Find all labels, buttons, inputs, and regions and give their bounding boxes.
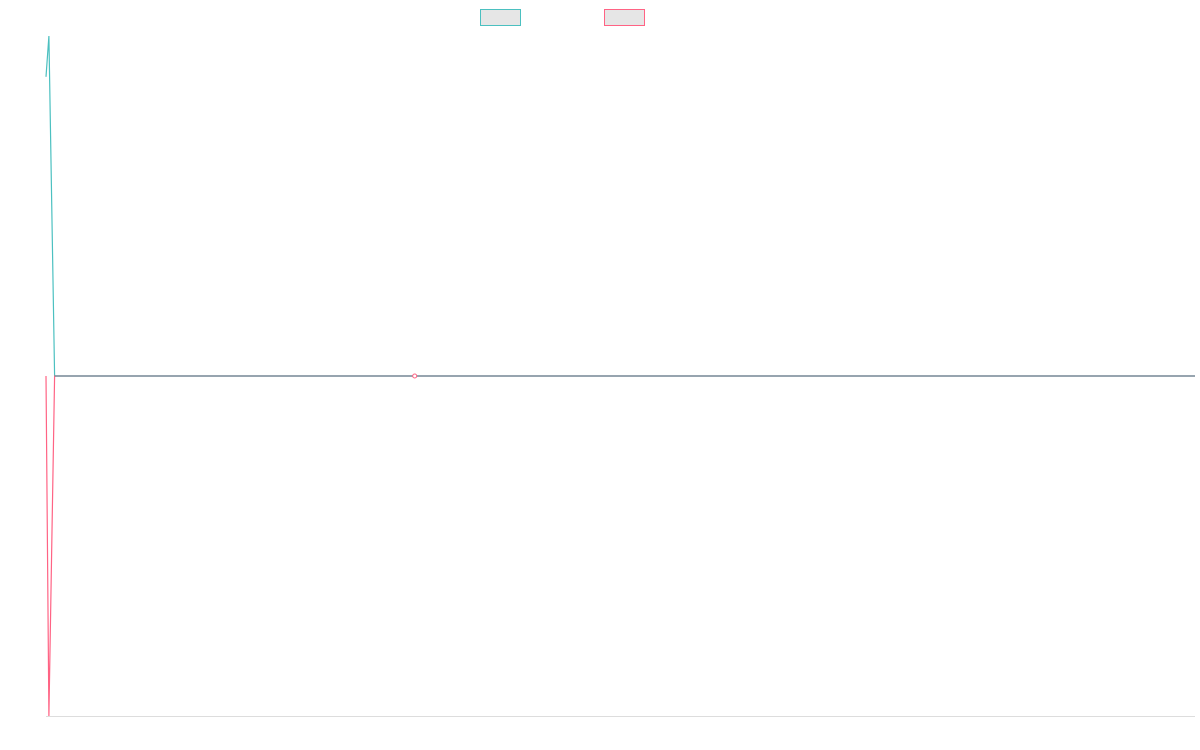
legend-swatch-series-a: [480, 9, 521, 26]
data-point-marker-0[interactable]: [412, 373, 418, 379]
marker-layer: [412, 373, 418, 379]
legend-item-series-b[interactable]: [604, 9, 651, 26]
chart-legend: [0, 0, 1200, 36]
series-line-b: [45, 375, 1195, 717]
series-layer: [45, 35, 1195, 717]
legend-item-series-a[interactable]: [480, 9, 527, 26]
legend-swatch-series-b: [604, 9, 645, 26]
series-line-a: [45, 35, 1195, 377]
